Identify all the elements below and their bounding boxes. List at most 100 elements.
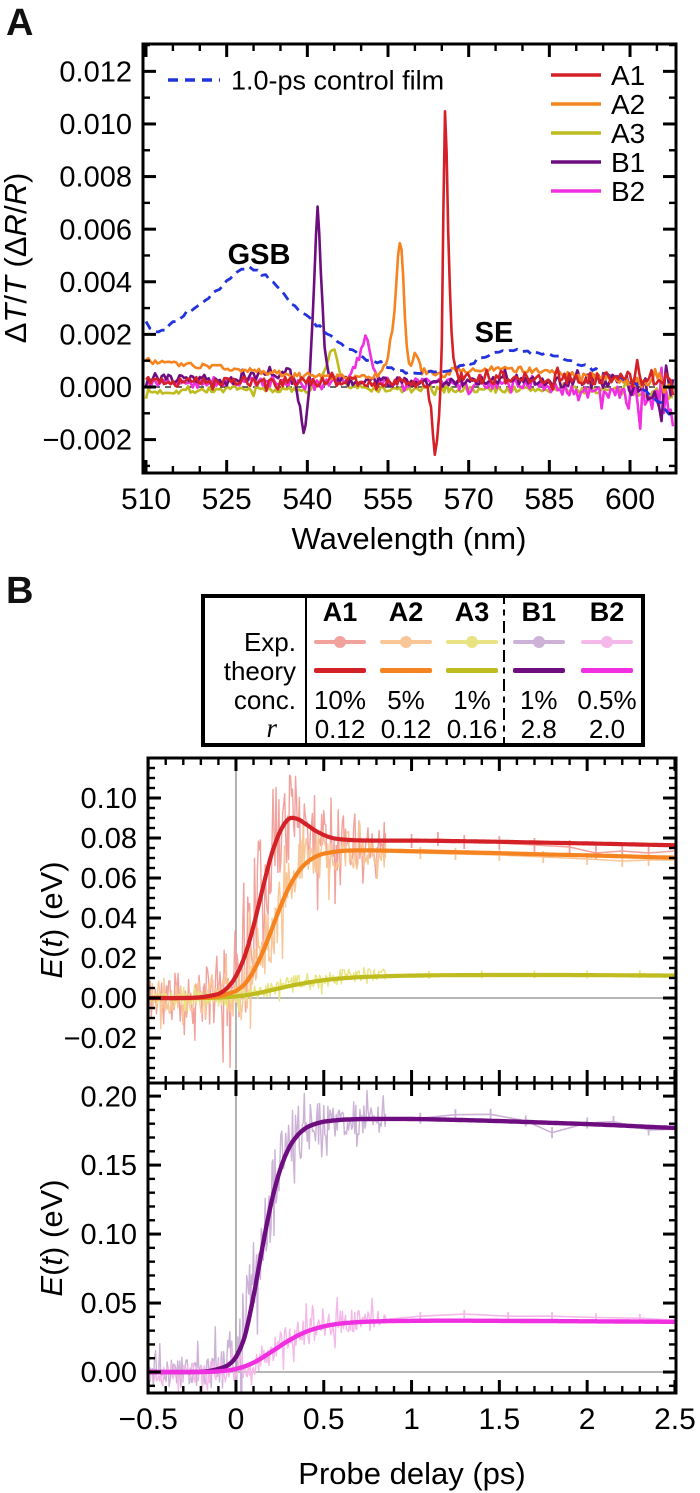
axis-label-et-top: E(t) (eV) bbox=[34, 861, 69, 978]
annotation-se: SE bbox=[475, 317, 514, 349]
plot-area-BT bbox=[148, 758, 676, 1083]
x-tick-label: 1.5 bbox=[478, 1403, 520, 1436]
theory-swatch-a3 bbox=[439, 656, 505, 685]
chart-A: 510 525 540 555 570 585 600 −0.002 0.000 0.002 0.0… bbox=[42, 42, 678, 516]
y-tick-label: 0.10 bbox=[81, 783, 137, 815]
exp-dot-icon bbox=[334, 635, 346, 648]
x-tick-label: 600 bbox=[605, 483, 655, 516]
curve bbox=[148, 972, 676, 1001]
table-corner-cell bbox=[205, 598, 307, 627]
static-labels: 1.0-ps control film A1 A2 A3 B1 B2 GSB S… bbox=[0, 60, 645, 1491]
x-tick-label: 2 bbox=[579, 1403, 596, 1436]
panel-a-label: A bbox=[6, 2, 34, 44]
exp-dot-icon bbox=[601, 635, 613, 648]
chart-BB: −0.5 0 0.5 1 1.5 2 2.5 0.00 0.05 0.10 0.15 0.20 bbox=[81, 1081, 696, 1436]
y-tick-label: 0.02 bbox=[81, 943, 137, 975]
legend-label-a3: A3 bbox=[611, 118, 645, 149]
x-tick-label: 540 bbox=[282, 483, 332, 516]
series-1-0-ps-control-film bbox=[144, 265, 674, 416]
exp-dot-icon bbox=[532, 635, 545, 648]
r-value-b2: 2.0 bbox=[588, 713, 626, 744]
legend-label-b1: B1 bbox=[611, 147, 645, 178]
legend-series: A1 A2 A3 B1 B2 bbox=[551, 60, 645, 207]
y-tick-label: 0.002 bbox=[59, 320, 132, 352]
annotation-gsb: GSB bbox=[228, 239, 291, 271]
table-header-b2: B2 bbox=[589, 597, 625, 627]
table-header-a3: A3 bbox=[454, 597, 490, 627]
table-row-label-exp: Exp. bbox=[205, 627, 307, 656]
trace bbox=[144, 265, 674, 416]
series-b1-theory bbox=[148, 1116, 676, 1375]
conc-value-b1: 1% bbox=[502, 685, 574, 714]
legend-label-a2: A2 bbox=[611, 89, 645, 120]
parameter-table: A1 A2 A3 B1 B2 Exp. theory conc. 10% 5% … bbox=[201, 594, 645, 747]
exp-swatch-b1 bbox=[502, 627, 574, 656]
x-tick-label: 585 bbox=[524, 483, 574, 516]
trace bbox=[148, 774, 386, 1068]
conc-value-a1: 10% bbox=[313, 684, 367, 715]
curve bbox=[148, 815, 676, 1001]
x-tick-label: −0.5 bbox=[119, 1403, 178, 1436]
x-tick-label: 1 bbox=[403, 1403, 420, 1436]
panel-b-label: B bbox=[6, 570, 34, 612]
series-a1-exp- bbox=[148, 774, 676, 1068]
exp-swatch-a3 bbox=[439, 627, 505, 656]
y-tick-label: 0.00 bbox=[81, 1357, 137, 1389]
y-tick-label: −0.02 bbox=[64, 1023, 137, 1055]
y-tick-label: 0.10 bbox=[81, 1219, 137, 1251]
theory-line-icon bbox=[446, 668, 498, 673]
y-tick-label: 0.20 bbox=[81, 1081, 137, 1113]
curve bbox=[148, 1116, 676, 1375]
table-header-a2: A2 bbox=[388, 597, 424, 627]
theory-line-icon bbox=[380, 668, 432, 673]
theory-swatch-a2 bbox=[373, 656, 439, 685]
y-tick-label: 0.06 bbox=[81, 863, 137, 895]
axis-label-probe-delay: Probe delay (ps) bbox=[298, 1456, 525, 1491]
r-value-a3: 0.16 bbox=[446, 713, 498, 744]
y-tick-label: −0.002 bbox=[42, 425, 132, 457]
x-tick-label: 510 bbox=[121, 483, 171, 516]
trace bbox=[144, 205, 675, 435]
exp-dot-icon bbox=[400, 635, 412, 648]
y-tick-label: 0.04 bbox=[81, 903, 137, 935]
axis-label-dtt: ΔT/T (ΔR/R) bbox=[0, 173, 33, 344]
exp-dot-icon bbox=[466, 635, 478, 648]
trace bbox=[145, 241, 675, 394]
axes-A: 510 525 540 555 570 585 600 −0.002 0.000 0.002 0.0… bbox=[42, 42, 678, 516]
axes-BB: −0.5 0 0.5 1 1.5 2 2.5 0.00 0.05 0.10 0.15 0.20 bbox=[81, 1081, 696, 1436]
exp-swatch-a2 bbox=[373, 627, 439, 656]
legend-label-b2: B2 bbox=[611, 176, 645, 207]
theory-swatch-b2 bbox=[573, 656, 641, 685]
y-tick-label: 0.012 bbox=[59, 57, 132, 89]
series-a2 bbox=[145, 241, 675, 394]
x-tick-label: 570 bbox=[444, 483, 494, 516]
r-value-a2: 0.12 bbox=[380, 713, 432, 744]
r-value-a1: 0.12 bbox=[314, 713, 366, 744]
series-b1 bbox=[144, 205, 675, 435]
y-tick-label: 0.15 bbox=[81, 1150, 137, 1182]
table-row-label-r: r bbox=[205, 714, 307, 743]
y-tick-label: 0.05 bbox=[81, 1288, 137, 1320]
axis-label-wavelength: Wavelength (nm) bbox=[292, 521, 527, 556]
theory-swatch-a1 bbox=[307, 656, 373, 685]
sparse-trace bbox=[385, 1313, 675, 1322]
x-tick-label: 0 bbox=[228, 1403, 245, 1436]
r-value-b1: 2.8 bbox=[502, 714, 574, 743]
table-row-label-theory: theory bbox=[205, 656, 307, 685]
legend-label-a1: A1 bbox=[611, 60, 645, 91]
series-b1-exp- bbox=[148, 1089, 676, 1393]
series-a3-theory bbox=[148, 972, 676, 1001]
legend-control-film: 1.0-ps control film bbox=[168, 65, 444, 95]
x-tick-label: 0.5 bbox=[303, 1403, 345, 1436]
conc-value-a3: 1% bbox=[453, 684, 491, 715]
exp-swatch-a1 bbox=[307, 627, 373, 656]
theory-line-icon bbox=[512, 668, 565, 673]
x-tick-label: 555 bbox=[363, 483, 413, 516]
legend-control-film-label: 1.0-ps control film bbox=[231, 65, 444, 95]
y-tick-label: 0.00 bbox=[81, 983, 137, 1015]
conc-value-a2: 5% bbox=[387, 684, 425, 715]
series-a2-theory bbox=[148, 848, 676, 1001]
trace bbox=[144, 348, 674, 401]
